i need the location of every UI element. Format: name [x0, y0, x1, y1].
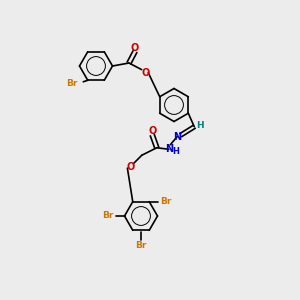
Text: Br: Br: [102, 212, 114, 220]
Text: N: N: [165, 144, 173, 154]
Text: O: O: [148, 126, 156, 136]
Text: Br: Br: [66, 79, 77, 88]
Text: H: H: [196, 121, 204, 130]
Text: O: O: [126, 162, 134, 172]
Text: Br: Br: [135, 241, 147, 250]
Text: H: H: [172, 147, 179, 156]
Text: N: N: [173, 132, 181, 142]
Text: Br: Br: [160, 197, 171, 206]
Text: O: O: [141, 68, 149, 78]
Text: O: O: [131, 43, 139, 53]
